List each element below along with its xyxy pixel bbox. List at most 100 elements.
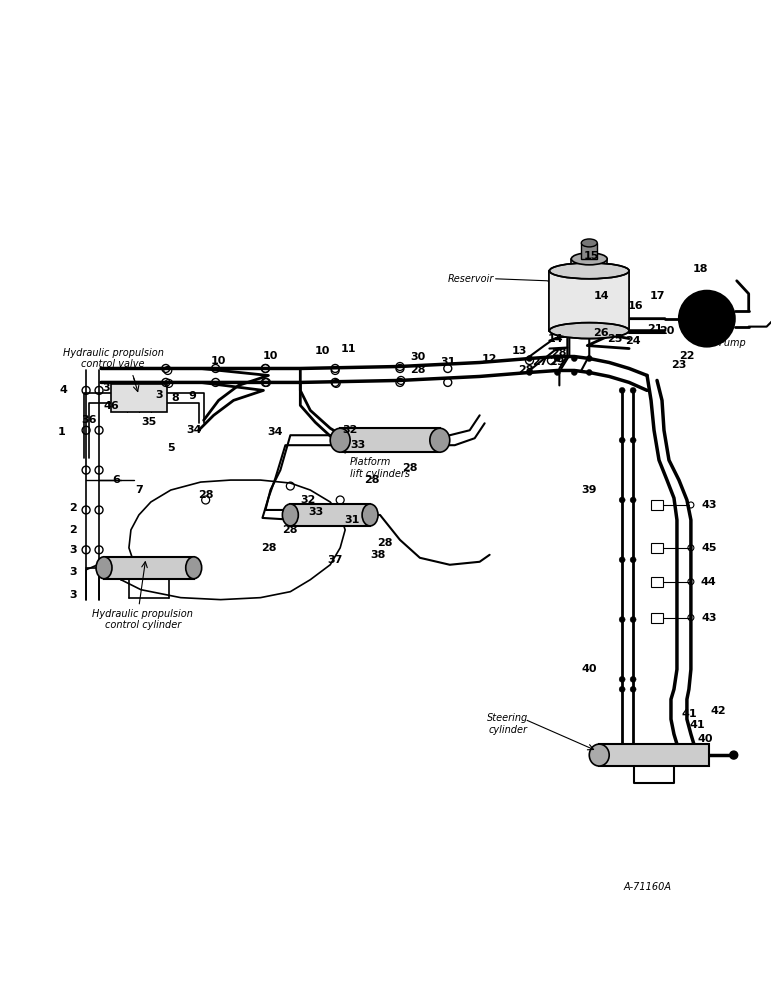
- Text: Hydraulic propulsion
control valve: Hydraulic propulsion control valve: [63, 348, 164, 369]
- Text: 28: 28: [364, 475, 380, 485]
- Circle shape: [630, 617, 636, 623]
- Text: 1: 1: [57, 427, 65, 437]
- Circle shape: [554, 369, 560, 375]
- Text: Platform
lift cylinders: Platform lift cylinders: [350, 457, 410, 479]
- Circle shape: [554, 356, 560, 362]
- Text: 10: 10: [314, 346, 330, 356]
- Text: 11: 11: [340, 344, 356, 354]
- Text: 3: 3: [102, 383, 110, 393]
- Ellipse shape: [96, 557, 112, 579]
- Text: 19: 19: [693, 294, 709, 304]
- Bar: [651, 543, 663, 553]
- Text: 43: 43: [701, 613, 716, 623]
- Bar: [290, 504, 370, 526]
- Text: 6: 6: [112, 475, 120, 485]
- Text: 44: 44: [701, 577, 716, 587]
- Text: 18: 18: [693, 264, 709, 274]
- Text: 2: 2: [69, 525, 77, 535]
- Text: 33: 33: [350, 440, 366, 450]
- Text: 22: 22: [679, 351, 695, 361]
- Text: 26: 26: [594, 328, 609, 338]
- Circle shape: [619, 497, 625, 503]
- Text: 23: 23: [672, 360, 686, 370]
- Bar: [599, 744, 709, 766]
- Bar: [651, 500, 663, 510]
- Text: 10: 10: [211, 356, 226, 366]
- Text: 46: 46: [103, 401, 119, 411]
- Circle shape: [586, 356, 592, 362]
- Text: 9: 9: [189, 391, 197, 401]
- Text: 33: 33: [309, 507, 324, 517]
- Text: 42: 42: [711, 706, 726, 716]
- Ellipse shape: [550, 323, 629, 339]
- Text: 5: 5: [167, 443, 174, 453]
- Text: 28: 28: [518, 365, 533, 375]
- Text: 8: 8: [171, 393, 178, 403]
- Text: 14: 14: [594, 291, 609, 301]
- Circle shape: [707, 311, 723, 327]
- Text: 31: 31: [344, 515, 360, 525]
- Circle shape: [691, 311, 707, 327]
- Text: Steering
cylinder: Steering cylinder: [487, 713, 528, 735]
- Circle shape: [630, 676, 636, 682]
- Bar: [340, 428, 440, 452]
- Text: 3: 3: [69, 567, 77, 577]
- Ellipse shape: [362, 504, 378, 526]
- Circle shape: [619, 617, 625, 623]
- Bar: [651, 577, 663, 587]
- Text: 28: 28: [410, 365, 425, 375]
- Ellipse shape: [186, 557, 201, 579]
- Ellipse shape: [550, 263, 629, 279]
- Bar: [651, 613, 663, 623]
- Circle shape: [630, 686, 636, 692]
- Text: 37: 37: [327, 555, 343, 565]
- Text: 36: 36: [81, 415, 96, 425]
- Text: 39: 39: [581, 485, 597, 495]
- Text: 15: 15: [584, 251, 599, 261]
- Text: 21: 21: [647, 324, 663, 334]
- Text: Hydraulic propulsion
control cylinder: Hydraulic propulsion control cylinder: [93, 609, 193, 630]
- Text: 12: 12: [482, 354, 497, 364]
- Circle shape: [619, 676, 625, 682]
- Circle shape: [679, 291, 735, 347]
- Text: 27: 27: [532, 357, 547, 367]
- Circle shape: [619, 686, 625, 692]
- Circle shape: [630, 497, 636, 503]
- Text: 28: 28: [402, 463, 418, 473]
- Text: 3: 3: [155, 390, 163, 400]
- Text: 4: 4: [59, 385, 67, 395]
- Circle shape: [619, 437, 625, 443]
- Text: 41: 41: [681, 709, 696, 719]
- Circle shape: [630, 557, 636, 563]
- Circle shape: [571, 356, 577, 362]
- Text: Reservoir: Reservoir: [447, 274, 493, 284]
- Text: 24: 24: [625, 336, 641, 346]
- Text: 35: 35: [141, 417, 157, 427]
- Circle shape: [586, 369, 592, 375]
- Text: A-71160A: A-71160A: [623, 882, 671, 892]
- Circle shape: [619, 387, 625, 393]
- Text: 28: 28: [198, 490, 213, 500]
- Text: 14: 14: [547, 334, 564, 344]
- Text: 7: 7: [135, 485, 143, 495]
- Circle shape: [730, 751, 738, 759]
- Bar: [111, 384, 167, 412]
- Text: 29: 29: [550, 357, 565, 367]
- Text: 34: 34: [268, 427, 283, 437]
- Text: 40: 40: [697, 734, 713, 744]
- Ellipse shape: [571, 253, 608, 265]
- Text: 3: 3: [69, 545, 77, 555]
- Text: 32: 32: [300, 495, 316, 505]
- Circle shape: [571, 369, 577, 375]
- Text: 16: 16: [628, 301, 643, 311]
- Text: 3: 3: [69, 590, 77, 600]
- Text: 25: 25: [608, 334, 623, 344]
- Text: 28: 28: [283, 525, 298, 535]
- Text: 34: 34: [186, 425, 201, 435]
- Circle shape: [630, 437, 636, 443]
- Circle shape: [630, 387, 636, 393]
- Text: 28: 28: [261, 543, 276, 553]
- Text: Pump: Pump: [719, 338, 747, 348]
- Text: 32: 32: [343, 425, 357, 435]
- Circle shape: [619, 557, 625, 563]
